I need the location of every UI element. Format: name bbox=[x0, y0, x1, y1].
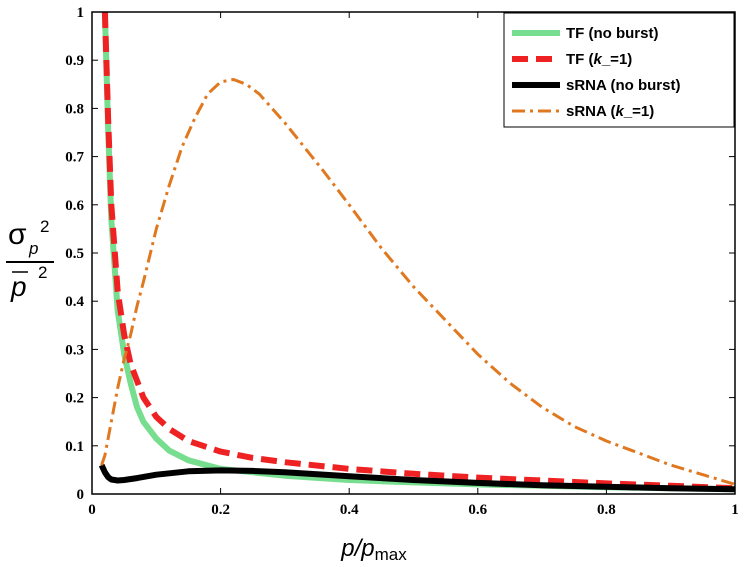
y-tick-label-0: 0 bbox=[77, 487, 85, 503]
y-tick-label-9: 0.9 bbox=[65, 53, 84, 69]
series-line-2 bbox=[98, 463, 736, 493]
legend-label-0: TF (no burst) bbox=[566, 25, 658, 42]
x-tick-label-0: 0 bbox=[88, 502, 96, 518]
series-line-3 bbox=[100, 78, 736, 486]
legend-label-3: sRNA (k_=1) bbox=[566, 103, 654, 120]
legend-entries: TF (no burst) TF (k_=1) sRNA (no burst) sRN… bbox=[512, 25, 680, 120]
legend-label-1: TF (k_=1) bbox=[566, 51, 632, 68]
series-line-1 bbox=[101, 11, 736, 492]
y-tick-label-7: 0.7 bbox=[65, 150, 84, 166]
y-tick-label-6: 0.6 bbox=[65, 198, 84, 214]
y-label-sigma: σ bbox=[8, 218, 27, 251]
y-tick-label-8: 0.8 bbox=[65, 101, 84, 117]
y-tick-label-4: 0.4 bbox=[65, 294, 84, 310]
legend: TF (no burst) TF (k_=1) sRNA (no burst) sRN… bbox=[503, 12, 735, 128]
y-tick-label-2: 0.2 bbox=[65, 391, 84, 407]
y-label-mean: p bbox=[10, 271, 27, 302]
y-tick-label-3: 0.3 bbox=[65, 342, 84, 358]
x-tick-label-5: 1 bbox=[731, 502, 739, 518]
x-tick-label-1: 0.2 bbox=[211, 502, 230, 518]
legend-label-2: sRNA (no burst) bbox=[566, 77, 680, 94]
series-layer bbox=[98, 11, 736, 493]
x-axis-label: p/pmax bbox=[340, 535, 407, 564]
x-axis-label-sub: max bbox=[375, 545, 408, 564]
y-axis-label: σ p 2 p 2 bbox=[6, 217, 54, 302]
x-tick-label-4: 0.8 bbox=[597, 502, 616, 518]
x-tick-label-3: 0.6 bbox=[468, 502, 487, 518]
y-label-sigma-sub: p bbox=[28, 239, 38, 258]
y-tick-label-1: 0.1 bbox=[65, 439, 84, 455]
y-label-mean-sup: 2 bbox=[38, 263, 47, 282]
x-tick-label-2: 0.4 bbox=[340, 502, 359, 518]
y-tick-label-5: 0.5 bbox=[65, 246, 84, 262]
y-label-sigma-sup: 2 bbox=[40, 217, 49, 236]
x-axis-label-main: p/p bbox=[340, 535, 374, 562]
y-tick-label-10: 1 bbox=[77, 5, 85, 21]
